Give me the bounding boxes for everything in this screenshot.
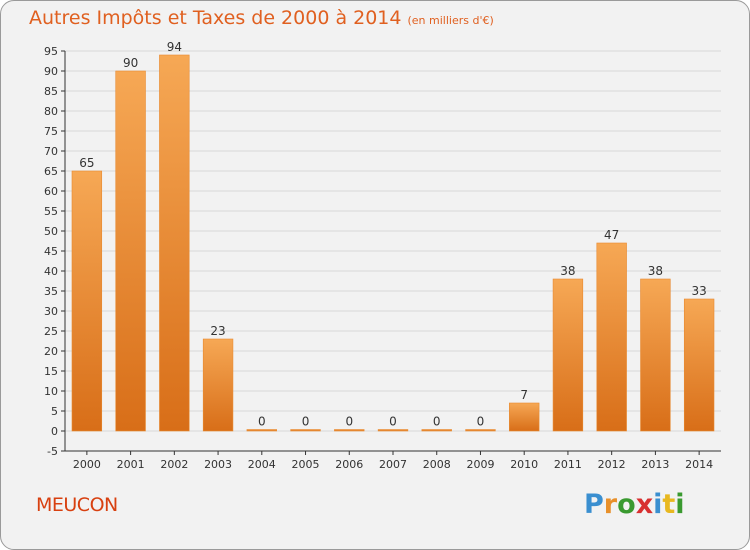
y-tick-label: 40 — [44, 265, 58, 278]
bar-value-label: 7 — [520, 388, 528, 402]
bar-value-label: 0 — [345, 415, 353, 429]
x-tick-label: 2005 — [292, 458, 320, 471]
bar-2013 — [640, 278, 671, 432]
x-tick-label: 2003 — [204, 458, 232, 471]
y-tick-label: 80 — [44, 105, 58, 118]
x-tick-label: 2010 — [510, 458, 538, 471]
x-tick-label: 2009 — [466, 458, 494, 471]
y-tick-label: 70 — [44, 145, 58, 158]
x-tick-label: 2013 — [641, 458, 669, 471]
logo-letter: x — [635, 489, 654, 520]
y-tick-label: 75 — [44, 125, 58, 138]
chart-title: Autres Impôts et Taxes de 2000 à 2014 — [29, 7, 402, 29]
bar-value-label: 94 — [167, 40, 182, 54]
logo-letter: i — [653, 489, 663, 520]
y-tick-label: 10 — [44, 385, 58, 398]
y-tick-label: 20 — [44, 345, 58, 358]
axes — [61, 50, 721, 455]
bar-2006 — [334, 429, 365, 432]
bar-value-label: 0 — [433, 415, 441, 429]
bar-value-label: 0 — [389, 415, 397, 429]
bar-value-label: 0 — [258, 415, 266, 429]
logo-letter: i — [675, 489, 685, 520]
x-tick-label: 2008 — [423, 458, 451, 471]
y-tick-label: 90 — [44, 65, 58, 78]
x-tick-label: 2004 — [248, 458, 276, 471]
bar-2008 — [421, 429, 452, 432]
bar-value-label: 90 — [123, 56, 138, 70]
x-tick-label: 2002 — [160, 458, 188, 471]
bar-value-label: 0 — [477, 415, 485, 429]
bar-2009 — [465, 429, 496, 432]
x-tick-label: 2014 — [685, 458, 713, 471]
y-tick-label: 55 — [44, 205, 58, 218]
y-tick-label: 25 — [44, 325, 58, 338]
y-tick-label: 60 — [44, 185, 58, 198]
bar-value-label: 65 — [79, 156, 94, 170]
x-tick-label: 2011 — [554, 458, 582, 471]
bar-2007 — [377, 429, 409, 432]
y-tick-label: 45 — [44, 245, 58, 258]
bar-2004 — [246, 429, 277, 432]
bar-2014 — [683, 298, 715, 432]
y-tick-label: 65 — [44, 165, 58, 178]
x-tick-label: 2006 — [335, 458, 363, 471]
bar-value-label: 23 — [210, 324, 225, 338]
y-tick-label: 15 — [44, 365, 58, 378]
commune-name: MEUCON — [36, 494, 118, 516]
x-tick-label: 2000 — [73, 458, 101, 471]
bar-2003 — [202, 338, 234, 432]
chart-title-block: Autres Impôts et Taxes de 2000 à 2014 (en… — [29, 7, 494, 29]
y-tick-label: 5 — [51, 405, 58, 418]
y-tick-label: -5 — [47, 445, 58, 458]
bars — [71, 54, 715, 432]
bar-2012 — [596, 242, 627, 432]
x-tick-label: 2012 — [598, 458, 626, 471]
logo-letter: P — [584, 489, 604, 520]
bar-2005 — [290, 429, 321, 432]
y-tick-label: 30 — [44, 305, 58, 318]
bar-2011 — [552, 278, 584, 432]
bar-value-label: 47 — [604, 228, 619, 242]
logo-letter: o — [617, 489, 636, 520]
labels: -505101520253035404550556065707580859095… — [44, 40, 713, 471]
bar-value-label: 0 — [302, 415, 310, 429]
y-tick-label: 50 — [44, 225, 58, 238]
y-tick-label: 95 — [44, 45, 58, 58]
logo-letter: t — [662, 489, 676, 520]
bar-2002 — [159, 54, 190, 432]
y-tick-label: 0 — [51, 425, 58, 438]
y-tick-label: 35 — [44, 285, 58, 298]
bar-2001 — [115, 70, 146, 432]
x-tick-label: 2001 — [117, 458, 145, 471]
proxiti-logo: Proxiti — [584, 489, 685, 520]
bar-2000 — [71, 170, 103, 432]
bar-value-label: 38 — [560, 264, 575, 278]
bar-value-label: 38 — [648, 264, 663, 278]
bar-value-label: 33 — [691, 284, 706, 298]
chart-unit: (en milliers d'€) — [407, 14, 494, 27]
bar-2010 — [509, 402, 540, 432]
logo-letter: r — [603, 489, 618, 520]
x-tick-label: 2007 — [379, 458, 407, 471]
y-tick-label: 85 — [44, 85, 58, 98]
